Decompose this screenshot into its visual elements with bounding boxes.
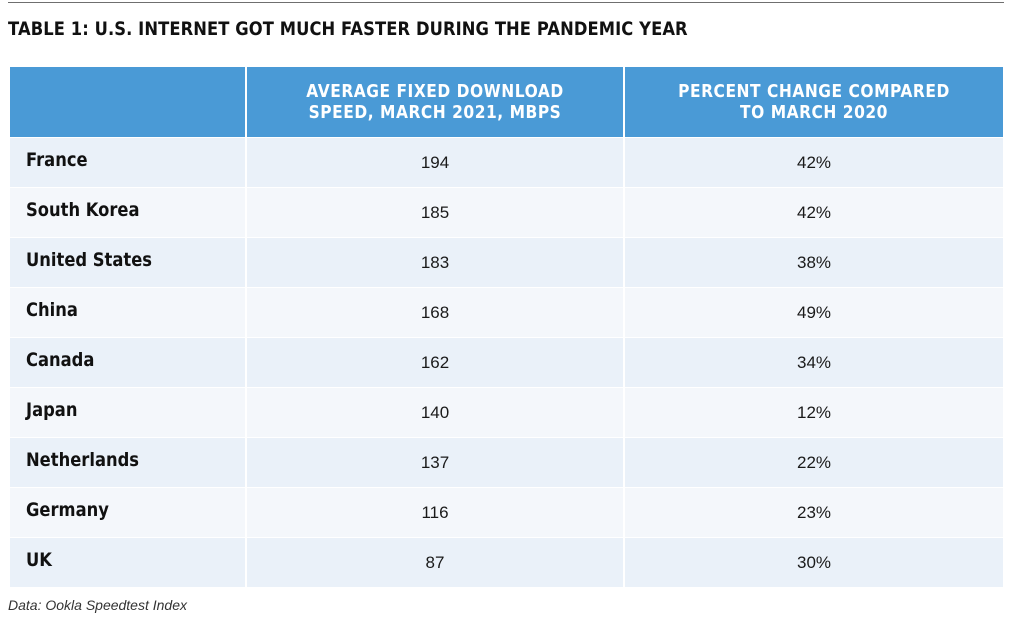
country-cell: UK	[10, 537, 247, 587]
header-download-speed: AVERAGE FIXED DOWNLOAD SPEED, MARCH 2021…	[246, 67, 625, 138]
download-speed-cell: 116	[246, 487, 625, 538]
header-percent-change: PERCENT CHANGE COMPARED TO MARCH 2020	[624, 67, 1003, 138]
country-cell: South Korea	[10, 187, 247, 238]
country-cell: United States	[10, 237, 247, 288]
country-name: UK	[26, 548, 52, 571]
download-speed-cell: 140	[246, 387, 625, 438]
header-percent-change-label: PERCENT CHANGE COMPARED TO MARCH 2020	[678, 81, 950, 123]
table-row: South Korea 185 42%	[10, 187, 1003, 238]
download-speed-cell: 137	[246, 437, 625, 488]
percent-change-cell: 42%	[624, 187, 1003, 238]
percent-change-cell: 42%	[624, 137, 1003, 188]
country-name: China	[26, 298, 78, 321]
header-country	[10, 67, 247, 138]
country-cell: Germany	[10, 487, 247, 538]
header-row: AVERAGE FIXED DOWNLOAD SPEED, MARCH 2021…	[10, 67, 1003, 138]
download-speed-cell: 87	[246, 537, 625, 587]
percent-change-cell: 23%	[624, 487, 1003, 538]
percent-change-cell: 34%	[624, 337, 1003, 388]
table-row: Canada 162 34%	[10, 337, 1003, 388]
download-speed-cell: 168	[246, 287, 625, 338]
percent-change-cell: 38%	[624, 237, 1003, 288]
country-name: France	[26, 148, 88, 171]
table-row: Germany 116 23%	[10, 487, 1003, 538]
country-cell: Netherlands	[10, 437, 247, 488]
source-note: Data: Ookla Speedtest Index	[8, 597, 187, 613]
top-rule	[8, 2, 1004, 3]
country-name: Japan	[26, 398, 78, 421]
download-speed-cell: 185	[246, 187, 625, 238]
table-row: United States 183 38%	[10, 237, 1003, 288]
country-name: United States	[26, 248, 153, 271]
percent-change-cell: 30%	[624, 537, 1003, 587]
country-name: Germany	[26, 498, 109, 521]
country-cell: China	[10, 287, 247, 338]
download-speed-cell: 194	[246, 137, 625, 188]
table-row: Japan 140 12%	[10, 387, 1003, 438]
table-row: France 194 42%	[10, 137, 1003, 188]
table-title: TABLE 1: U.S. INTERNET GOT MUCH FASTER D…	[8, 18, 688, 40]
table-container: AVERAGE FIXED DOWNLOAD SPEED, MARCH 2021…	[10, 67, 1003, 587]
country-cell: Japan	[10, 387, 247, 438]
percent-change-cell: 22%	[624, 437, 1003, 488]
download-speed-cell: 183	[246, 237, 625, 288]
percent-change-cell: 49%	[624, 287, 1003, 338]
table-header: AVERAGE FIXED DOWNLOAD SPEED, MARCH 2021…	[10, 67, 1003, 138]
country-cell: France	[10, 137, 247, 188]
country-name: Netherlands	[26, 448, 140, 471]
table-row: Netherlands 137 22%	[10, 437, 1003, 488]
download-speed-cell: 162	[246, 337, 625, 388]
speed-table: AVERAGE FIXED DOWNLOAD SPEED, MARCH 2021…	[10, 67, 1003, 587]
table-row: China 168 49%	[10, 287, 1003, 338]
table-row: UK 87 30%	[10, 537, 1003, 587]
country-cell: Canada	[10, 337, 247, 388]
percent-change-cell: 12%	[624, 387, 1003, 438]
country-name: Canada	[26, 348, 95, 371]
country-name: South Korea	[26, 198, 140, 221]
table-body: France 194 42% South Korea 185 42% United Stat…	[10, 137, 1003, 587]
header-download-speed-label: AVERAGE FIXED DOWNLOAD SPEED, MARCH 2021…	[306, 81, 564, 123]
